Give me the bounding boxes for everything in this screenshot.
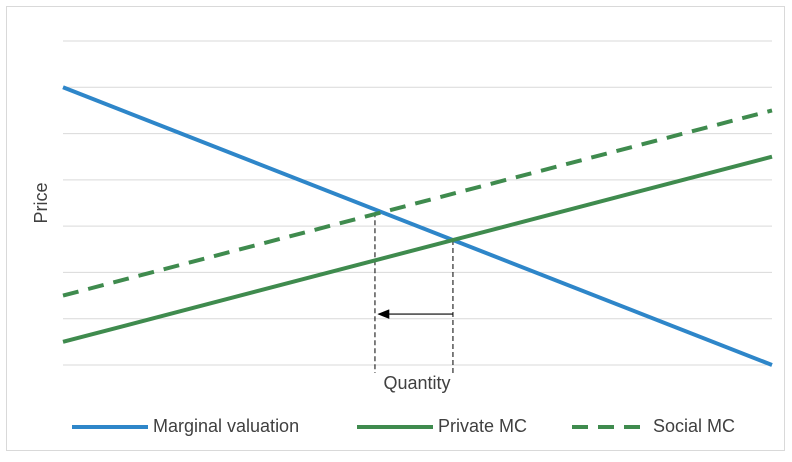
legend-label: Social MC	[653, 416, 735, 436]
x-axis-label: Quantity	[383, 373, 450, 393]
series-line	[62, 85, 773, 367]
legend-label: Private MC	[438, 416, 527, 436]
legend-label: Marginal valuation	[153, 416, 299, 436]
series-line	[62, 108, 773, 298]
y-axis-label: Price	[31, 182, 51, 223]
series-line	[62, 154, 773, 344]
chart-border	[6, 6, 785, 451]
